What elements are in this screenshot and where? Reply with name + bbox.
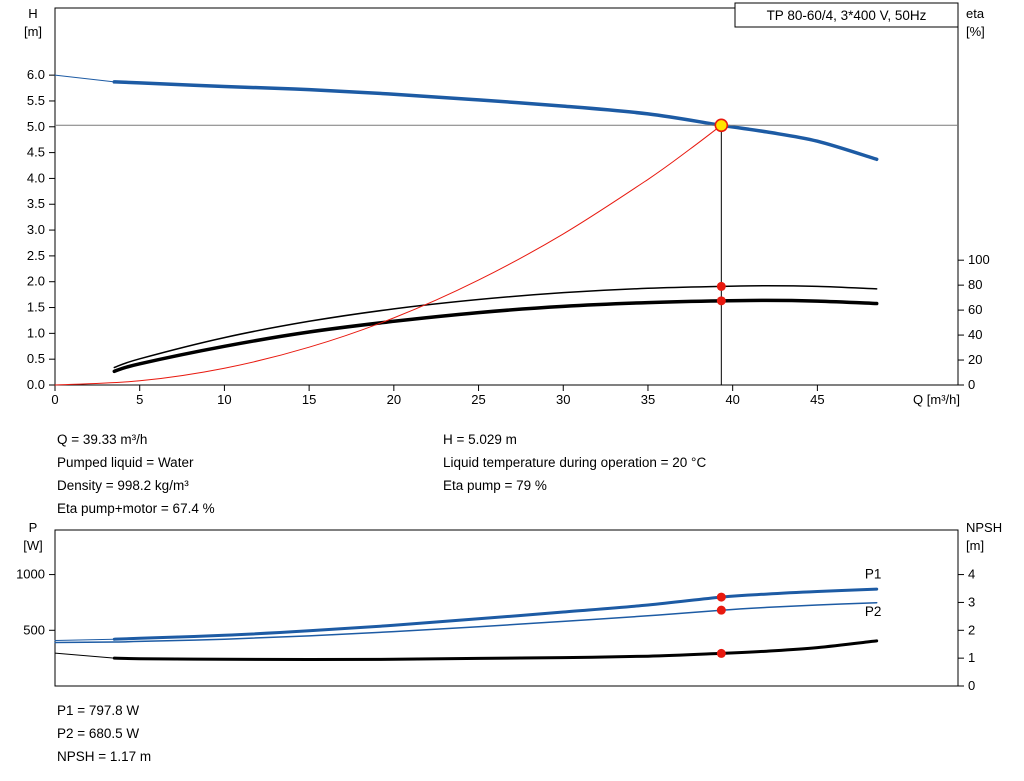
info-line-eta-pump: Eta pump = 79 %: [443, 478, 547, 493]
duty-dot-npsh: [716, 648, 726, 658]
y-left-tick-label: 1000: [16, 567, 45, 582]
series-label-p2: P2: [865, 604, 882, 619]
y-right-axis-label: [%]: [966, 24, 985, 39]
y-left-tick-label: 1.5: [27, 300, 45, 315]
y-left-axis-label: [W]: [23, 538, 43, 553]
y-left-tick-label: 6.0: [27, 67, 45, 82]
info-line-liquid-temp: Liquid temperature during operation = 20…: [443, 455, 707, 470]
series-npsh-curve: [112, 639, 879, 661]
series-p2-curve: [54, 601, 878, 644]
info-line-eta-pump-motor: Eta pump+motor = 67.4 %: [57, 501, 215, 516]
x-tick-label: 0: [51, 392, 58, 407]
y-left-axis-label: [m]: [24, 24, 42, 39]
y-left-tick-label: 2.5: [27, 248, 45, 263]
y-right-tick-label: 100: [968, 252, 990, 267]
info-line-npsh: NPSH = 1.17 m: [57, 749, 152, 764]
y-left-tick-label: 5.5: [27, 93, 45, 108]
power-npsh-chart: 500 1000 0 1 2 3 4 P [W] NPSH [m] P1 P2: [16, 520, 1002, 693]
y-right-axis-label: eta: [966, 6, 985, 21]
y-right-axis-label: [m]: [966, 538, 984, 553]
info-line-density: Density = 998.2 kg/m³: [57, 478, 189, 493]
series-p1-lead: [54, 638, 115, 641]
info-line-h: H = 5.029 m: [443, 432, 517, 447]
y-left-tick-label: 3.0: [27, 222, 45, 237]
y-left-tick-label: 0.0: [27, 377, 45, 392]
duty-dot-eta-pump: [716, 281, 726, 291]
y-right-tick-label: 60: [968, 302, 982, 317]
series-system-curve: [54, 124, 722, 386]
x-tick-label: 20: [387, 392, 401, 407]
series-head-curve: [112, 80, 879, 162]
x-tick-label: 35: [641, 392, 655, 407]
pump-title: TP 80-60/4, 3*400 V, 50Hz: [767, 8, 927, 23]
x-tick-label: 15: [302, 392, 316, 407]
y-left-tick-label: 3.5: [27, 196, 45, 211]
duty-dot-p2: [716, 605, 726, 615]
y-right-tick-label: 1: [968, 650, 975, 665]
duty-dot-eta-pump-motor: [716, 296, 726, 306]
series-p1-curve: [112, 587, 879, 641]
info-line-pumped-liquid: Pumped liquid = Water: [57, 455, 194, 470]
y-right-tick-label: 40: [968, 327, 982, 342]
y-right-axis-label: NPSH: [966, 520, 1002, 535]
y-left-tick-label: 5.0: [27, 119, 45, 134]
x-tick-label: 5: [136, 392, 143, 407]
series-head-curve-lead: [54, 74, 115, 83]
y-right-tick-label: 3: [968, 594, 975, 609]
duty-point-marker[interactable]: [714, 118, 729, 133]
x-axis-label: Q [m³/h]: [913, 392, 960, 407]
info-line-p2: P2 = 680.5 W: [57, 726, 140, 741]
x-tick-label: 40: [725, 392, 739, 407]
y-left-axis-label: H: [28, 6, 37, 21]
y-right-tick-label: 0: [968, 377, 975, 392]
head-eta-plot-frame: [54, 7, 959, 386]
y-right-tick-label: 2: [968, 622, 975, 637]
pump-title-box: [734, 2, 959, 28]
x-tick-label: 30: [556, 392, 570, 407]
y-left-tick-label: 4.5: [27, 145, 45, 160]
y-left-tick-label: 1.0: [27, 325, 45, 340]
x-tick-label: 25: [471, 392, 485, 407]
info-line-p1: P1 = 797.8 W: [57, 703, 140, 718]
y-left-tick-label: 0.5: [27, 351, 45, 366]
head-eta-chart: 0.0 0.5 1.0 1.5 2.0 2.5 3.0 3.5 4.0 4.5 5.0 5.5 6.0 0…: [24, 2, 990, 407]
series-label-p1: P1: [865, 567, 882, 582]
y-left-axis-label: P: [29, 520, 38, 535]
x-tick-label: 45: [810, 392, 824, 407]
duty-dot-p1: [716, 592, 726, 602]
operating-data-left: Q = 39.33 m³/h Pumped liquid = Water Den…: [57, 428, 215, 520]
power-npsh-data: P1 = 797.8 W P2 = 680.5 W NPSH = 1.17 m: [57, 699, 151, 768]
x-tick-label: 10: [217, 392, 231, 407]
y-left-tick-label: 500: [23, 622, 45, 637]
operating-data-right: H = 5.029 m Liquid temperature during op…: [443, 428, 706, 497]
series-npsh-lead: [54, 652, 115, 659]
info-line-q: Q = 39.33 m³/h: [57, 432, 148, 447]
y-left-tick-label: 4.0: [27, 170, 45, 185]
series-eta-pump: [113, 285, 878, 369]
series-eta-pump-motor: [112, 298, 879, 374]
power-npsh-plot-frame: [54, 529, 959, 687]
y-right-tick-label: 0: [968, 678, 975, 693]
y-right-tick-label: 20: [968, 352, 982, 367]
y-right-tick-label: 4: [968, 567, 975, 582]
y-right-tick-label: 80: [968, 277, 982, 292]
y-left-tick-label: 2.0: [27, 274, 45, 289]
